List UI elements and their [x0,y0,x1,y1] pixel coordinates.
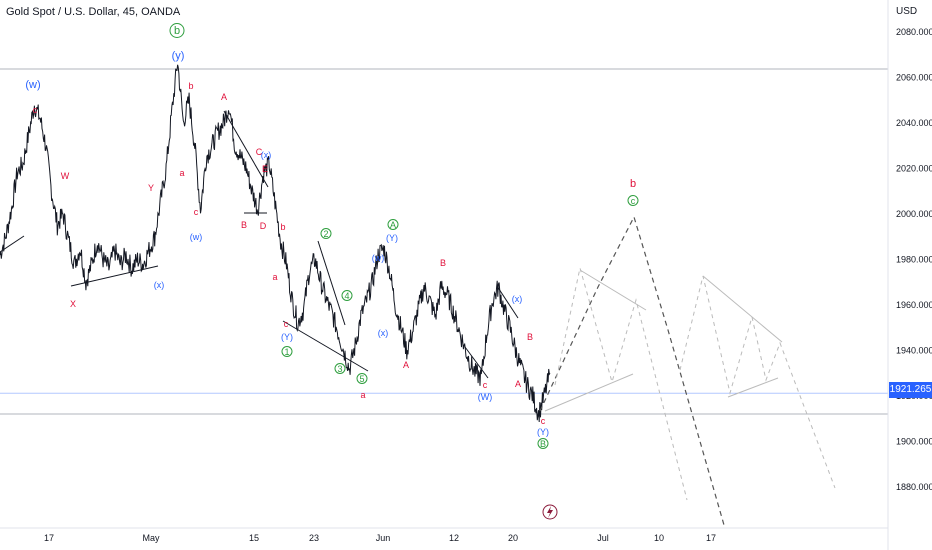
x-tick-label: 20 [508,533,518,543]
wave-label: (y) [172,50,185,62]
wave-label: c [483,380,488,390]
wave-label: 3 [337,364,342,374]
channel-line [579,269,647,311]
y-tick-label: 1960.000 [896,300,932,310]
x-tick-label: 10 [654,533,664,543]
x-tick-label: Jun [376,533,391,543]
trend-line [0,235,25,253]
wave-label: (x) [261,150,272,160]
wave-label: B [440,258,446,268]
lightning-icon [542,504,558,520]
wave-label: c [541,416,546,426]
wave-label: b [630,178,636,190]
wave-label: (w) [190,232,203,242]
wave-label: E [262,164,268,174]
x-tick-label: May [142,533,160,543]
wave-label-circle [320,228,332,239]
wave-label: c [631,196,636,206]
x-tick-label: Jul [597,533,609,543]
wave-label-circle [537,438,549,449]
y-tick-label: 1880.000 [896,482,932,492]
wave-label: W [61,171,70,181]
wave-label: (x) [378,328,389,338]
wave-label: b [188,81,193,91]
y-tick-label: 2040.000 [896,118,932,128]
wave-label: A [221,92,227,102]
wave-label: A [403,360,409,370]
trend-line [464,346,489,379]
wave-label: c [33,105,38,115]
y-tick-label: 2000.000 [896,209,932,219]
trend-line [282,320,369,372]
wave-label: B [241,220,247,230]
channel-line [727,377,779,398]
wave-label: B [540,439,546,449]
wave-label: (w) [372,253,385,263]
wave-label: (w) [25,79,40,91]
wave-label: (Y) [281,332,293,342]
y-tick-label: 2080.000 [896,27,932,37]
x-tick-label: 15 [249,533,259,543]
x-tick-label: 17 [44,533,54,543]
wave-label: c [194,207,199,217]
wave-label: a [360,390,365,400]
price-line [0,64,551,423]
wave-label: X [70,299,76,309]
wave-label: A [390,220,396,230]
wave-label: a [179,168,184,178]
wave-label-circle [627,195,639,206]
wave-label: B [527,332,533,342]
wave-label: (x) [154,280,165,290]
wave-label-circle [334,363,346,374]
wave-label-circle [169,23,185,38]
wave-label-circle [341,290,353,301]
wave-label: c [284,319,289,329]
wave-label: a [272,272,277,282]
wave-label: D [260,221,267,231]
y-tick-label: 2060.000 [896,72,932,82]
chart-title: Gold Spot / U.S. Dollar, 45, OANDA [6,6,181,18]
trend-line [70,265,159,287]
wave-label: (Y) [386,233,398,243]
trend-line [496,285,519,319]
currency-label: USD [896,6,918,17]
trend-line [317,240,346,326]
wave-label: 1 [284,347,289,357]
y-tick-label: 1940.000 [896,345,932,355]
channel-line [544,373,634,412]
wave-label-circle [356,373,368,384]
wave-label: 5 [359,374,364,384]
wave-label-circle [387,219,399,230]
lightning-glyph [547,506,553,518]
wave-label: A [515,379,521,389]
last-price-tag: 1921.265 [889,382,932,398]
wave-label: 4 [344,291,349,301]
y-tick-label: 1900.000 [896,437,932,447]
channel-line [702,275,783,343]
x-tick-label: 17 [706,533,716,543]
y-tick-label: 2020.000 [896,163,932,173]
y-tick-label: 1980.000 [896,254,932,264]
x-tick-label: 23 [309,533,319,543]
wave-label: b [280,222,285,232]
trend-line [223,110,269,188]
x-tick-label: 12 [449,533,459,543]
wave-label: C [256,147,263,157]
projection-path-alt [554,267,688,501]
wave-label: (Y) [537,427,549,437]
wave-label-circle [281,346,293,357]
wave-label: (x) [512,294,523,304]
wave-label: Y [148,183,154,193]
projection-path-primary [539,215,725,526]
wave-label: 2 [323,229,328,239]
wave-label: b [174,25,180,37]
projection-path-late [679,275,836,489]
wave-label: (W) [478,392,493,402]
